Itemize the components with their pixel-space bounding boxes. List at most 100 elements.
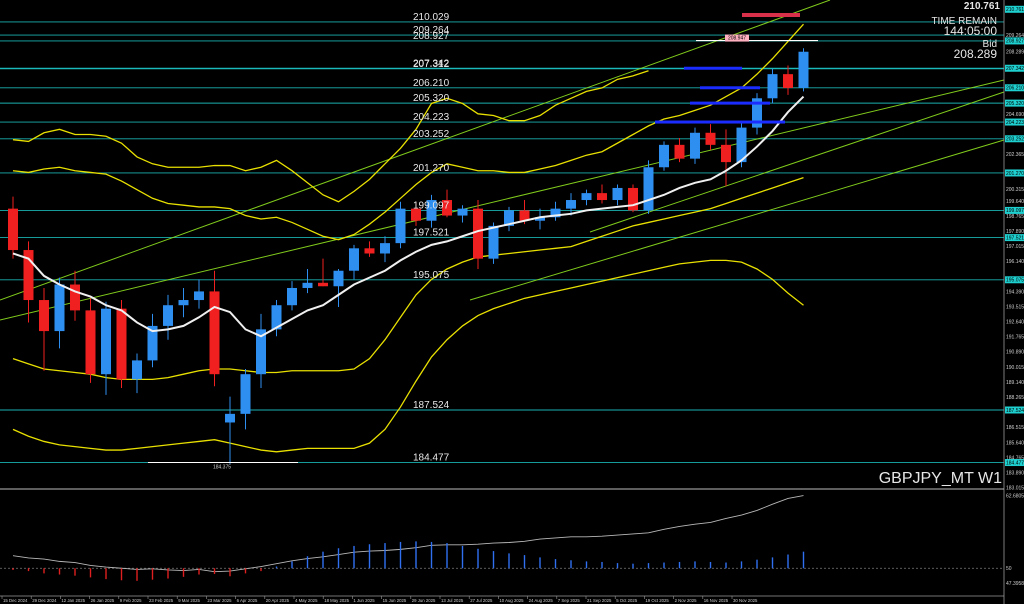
price-tag-bg-20 xyxy=(1005,276,1024,284)
candle-body-45 xyxy=(705,132,716,145)
candle-body-48 xyxy=(752,98,762,128)
price-tag-33: 184.477 xyxy=(1006,460,1024,466)
time-label-17: 10 Aug 2025 xyxy=(499,598,524,603)
level-label-3: 207.342 xyxy=(413,58,450,69)
price-tick-10: 202.365 xyxy=(1006,152,1024,158)
candle-body-5 xyxy=(85,310,96,375)
target-bar-1 xyxy=(700,86,760,90)
price-tag-bg-8 xyxy=(1005,118,1024,126)
candle-body-40 xyxy=(628,187,638,211)
level-label-12: 195.075 xyxy=(413,270,450,281)
candle-body-25 xyxy=(395,208,406,244)
time-label-2: 12 Jan 2025 xyxy=(61,598,85,603)
price-tick-24: 191.765 xyxy=(1006,335,1024,341)
candle-body-33 xyxy=(519,210,530,221)
symbol-label: GBPJPY_MT W1 xyxy=(879,470,1002,487)
time-label-5: 23 Feb 2025 xyxy=(149,598,174,603)
time-remain-label: TIME REMAIN xyxy=(931,16,997,27)
candle-body-22 xyxy=(349,248,359,271)
osc-tick-1: 50 xyxy=(1006,566,1012,572)
level-label-5: 206.210 xyxy=(413,78,450,89)
price-tag-bg-2 xyxy=(1005,37,1024,45)
price-tick-18: 197.015 xyxy=(1006,244,1024,250)
oscillator-axis: 62.6805 50 47.3958 xyxy=(1006,493,1024,586)
envelope-bands xyxy=(12,23,804,453)
candle-body-3 xyxy=(54,284,65,332)
price-tick-22: 193.515 xyxy=(1006,304,1024,310)
candle-body-28 xyxy=(442,200,452,216)
time-label-19: 7 Sep 2025 xyxy=(558,598,581,603)
fib-level-lines xyxy=(0,21,1004,463)
level-label-1: 209.264 xyxy=(413,25,450,36)
band-inner-upper xyxy=(12,23,804,241)
price-tag-6: 205.320 xyxy=(1006,101,1024,107)
channel-line-2 xyxy=(589,91,1005,233)
level-label-2: 208.927 xyxy=(413,31,450,42)
price-tag-20: 195.075 xyxy=(1006,278,1024,284)
candle-body-15 xyxy=(240,374,251,414)
time-label-1: 29 Dec 2024 xyxy=(32,598,57,603)
time-label-4: 9 Feb 2025 xyxy=(120,598,142,603)
ma-polyline xyxy=(12,95,805,338)
time-label-23: 2 Nov 2025 xyxy=(675,598,698,603)
current-price-tag-bg xyxy=(725,34,749,42)
time-label-0: 15 Dec 2024 xyxy=(3,598,28,603)
target-bar-0 xyxy=(684,66,742,70)
candle-body-37 xyxy=(581,193,592,201)
candle-body-46 xyxy=(721,144,731,163)
price-tick-26: 190.015 xyxy=(1006,365,1024,371)
candle-body-44 xyxy=(690,132,700,159)
price-tick-3: 208.289 xyxy=(1006,50,1024,56)
time-label-14: 29 Jun 2025 xyxy=(412,598,436,603)
candle-body-31 xyxy=(488,225,499,259)
osc-tick-2: 47.3958 xyxy=(1006,581,1024,587)
price-tag-bg-29 xyxy=(1005,406,1024,414)
price-tick-23: 192.640 xyxy=(1006,320,1024,326)
current-price-tag: 208.947 xyxy=(728,36,746,42)
level-label-13: 187.524 xyxy=(413,400,450,411)
candle-body-23 xyxy=(364,248,375,254)
time-label-25: 30 Nov 2025 xyxy=(733,598,758,603)
candle-body-20 xyxy=(318,282,328,287)
time-label-18: 24 Aug 2025 xyxy=(529,598,554,603)
price-tag-29: 187.524 xyxy=(1006,408,1024,414)
time-label-10: 4 May 2025 xyxy=(295,598,318,603)
candle-body-35 xyxy=(550,208,561,218)
time-label-24: 16 Nov 2025 xyxy=(704,598,729,603)
price-tag-bg-5 xyxy=(1005,84,1024,92)
band-outer-upper xyxy=(12,70,649,203)
price-tick-12: 200.315 xyxy=(1006,187,1024,193)
time-label-12: 1 Jun 2025 xyxy=(353,598,375,603)
candle-body-47 xyxy=(736,127,747,163)
channel-line-1 xyxy=(0,79,1005,321)
band-outer-lower xyxy=(12,259,804,453)
level-label-14: 184.477 xyxy=(413,453,450,464)
price-tick-15: 198.765 xyxy=(1006,214,1024,220)
price-tag-2: 208.927 xyxy=(1006,39,1024,45)
candle-body-4 xyxy=(70,284,80,311)
price-tag-bg-0 xyxy=(1005,5,1024,13)
candle-body-41 xyxy=(643,167,654,211)
candle-body-13 xyxy=(209,291,220,375)
price-tag-8: 204.223 xyxy=(1006,120,1024,126)
time-label-13: 15 Jun 2025 xyxy=(383,598,407,603)
candle-body-27 xyxy=(426,200,437,221)
candle-body-17 xyxy=(271,305,282,330)
time-label-6: 9 Mar 2025 xyxy=(178,598,200,603)
price-tick-25: 190.890 xyxy=(1006,350,1024,356)
price-tick-34: 183.890 xyxy=(1006,470,1024,476)
osc-signal-line xyxy=(12,495,804,573)
bid-value: 208.289 xyxy=(954,47,998,61)
time-label-9: 20 Apr 2025 xyxy=(266,598,290,603)
price-tag-bg-9 xyxy=(1005,135,1024,143)
price-tag-4: 207.342 xyxy=(1006,66,1024,72)
target-bar-2 xyxy=(690,101,770,105)
candle-body-11 xyxy=(178,300,189,306)
price-tick-32: 184.765 xyxy=(1006,455,1024,461)
candle-body-50 xyxy=(783,74,793,88)
price-markers: 208.947 184.375 xyxy=(148,13,818,471)
price-tick-1: 209.264 xyxy=(1006,33,1024,39)
bid-label: Bid xyxy=(983,39,997,50)
